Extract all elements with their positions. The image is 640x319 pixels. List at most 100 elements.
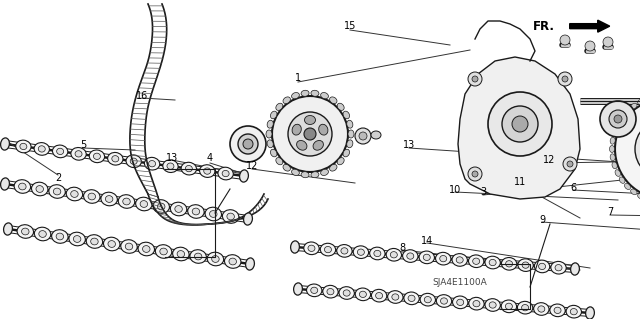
Circle shape bbox=[468, 72, 482, 86]
Circle shape bbox=[609, 110, 627, 128]
Ellipse shape bbox=[88, 193, 95, 200]
Ellipse shape bbox=[456, 257, 463, 263]
Text: 15: 15 bbox=[344, 21, 356, 31]
Ellipse shape bbox=[610, 154, 615, 161]
Ellipse shape bbox=[19, 183, 26, 190]
Ellipse shape bbox=[612, 129, 617, 136]
Ellipse shape bbox=[612, 162, 617, 169]
Ellipse shape bbox=[534, 303, 549, 315]
Text: 14: 14 bbox=[421, 236, 433, 246]
Circle shape bbox=[472, 76, 478, 82]
Ellipse shape bbox=[267, 140, 273, 148]
Ellipse shape bbox=[17, 225, 33, 238]
Ellipse shape bbox=[625, 183, 630, 189]
Ellipse shape bbox=[229, 258, 236, 265]
Ellipse shape bbox=[223, 210, 239, 223]
Ellipse shape bbox=[620, 177, 625, 183]
Ellipse shape bbox=[86, 235, 102, 248]
Ellipse shape bbox=[239, 170, 248, 182]
Ellipse shape bbox=[423, 254, 430, 261]
Ellipse shape bbox=[301, 172, 309, 178]
Circle shape bbox=[359, 132, 367, 140]
Ellipse shape bbox=[52, 145, 68, 158]
Ellipse shape bbox=[209, 211, 217, 217]
Ellipse shape bbox=[319, 124, 328, 135]
Ellipse shape bbox=[14, 180, 31, 193]
Polygon shape bbox=[458, 57, 580, 199]
Ellipse shape bbox=[452, 254, 467, 266]
Ellipse shape bbox=[420, 293, 435, 306]
Ellipse shape bbox=[473, 300, 480, 307]
Text: 13: 13 bbox=[166, 153, 178, 163]
Ellipse shape bbox=[108, 241, 115, 247]
Ellipse shape bbox=[140, 201, 148, 207]
Text: 1: 1 bbox=[295, 73, 301, 83]
Circle shape bbox=[502, 106, 538, 142]
Ellipse shape bbox=[327, 288, 334, 295]
Text: 7: 7 bbox=[607, 207, 613, 217]
Ellipse shape bbox=[244, 213, 252, 225]
Ellipse shape bbox=[517, 301, 533, 314]
Ellipse shape bbox=[227, 213, 234, 220]
Ellipse shape bbox=[307, 284, 322, 297]
Ellipse shape bbox=[170, 202, 187, 216]
Ellipse shape bbox=[106, 196, 113, 202]
Text: 2: 2 bbox=[55, 173, 61, 183]
Ellipse shape bbox=[506, 303, 513, 309]
Ellipse shape bbox=[630, 103, 637, 109]
Ellipse shape bbox=[1, 138, 10, 150]
Ellipse shape bbox=[126, 155, 141, 167]
Ellipse shape bbox=[360, 291, 366, 298]
Ellipse shape bbox=[304, 242, 319, 255]
Ellipse shape bbox=[305, 115, 316, 124]
Ellipse shape bbox=[506, 261, 513, 267]
Ellipse shape bbox=[337, 245, 352, 257]
Ellipse shape bbox=[485, 299, 500, 311]
Ellipse shape bbox=[39, 231, 46, 237]
Ellipse shape bbox=[66, 187, 83, 201]
Ellipse shape bbox=[353, 246, 369, 258]
Ellipse shape bbox=[283, 164, 291, 171]
Ellipse shape bbox=[320, 243, 335, 256]
Ellipse shape bbox=[104, 237, 120, 251]
Ellipse shape bbox=[538, 306, 545, 312]
Circle shape bbox=[243, 139, 253, 149]
Ellipse shape bbox=[308, 245, 315, 251]
Ellipse shape bbox=[175, 206, 182, 212]
Ellipse shape bbox=[321, 169, 328, 175]
Ellipse shape bbox=[292, 169, 300, 175]
Ellipse shape bbox=[38, 146, 45, 152]
Text: 3: 3 bbox=[480, 187, 486, 197]
Ellipse shape bbox=[157, 203, 165, 210]
Ellipse shape bbox=[615, 170, 621, 176]
Ellipse shape bbox=[276, 158, 283, 165]
Text: 16: 16 bbox=[136, 91, 148, 101]
Text: 13: 13 bbox=[403, 140, 415, 150]
Ellipse shape bbox=[267, 120, 273, 128]
Ellipse shape bbox=[153, 200, 170, 213]
Ellipse shape bbox=[370, 247, 385, 260]
Ellipse shape bbox=[348, 130, 354, 138]
Circle shape bbox=[488, 92, 552, 156]
Ellipse shape bbox=[324, 247, 332, 253]
Ellipse shape bbox=[386, 249, 401, 261]
Circle shape bbox=[615, 99, 640, 199]
Ellipse shape bbox=[53, 188, 61, 195]
Text: 12: 12 bbox=[543, 155, 555, 165]
Ellipse shape bbox=[473, 258, 479, 264]
Ellipse shape bbox=[620, 115, 625, 121]
Circle shape bbox=[288, 112, 332, 156]
Ellipse shape bbox=[637, 99, 640, 105]
Ellipse shape bbox=[339, 287, 355, 299]
Ellipse shape bbox=[609, 145, 614, 152]
Ellipse shape bbox=[330, 97, 337, 104]
Ellipse shape bbox=[16, 140, 31, 153]
Ellipse shape bbox=[571, 263, 579, 275]
Ellipse shape bbox=[337, 158, 344, 165]
Circle shape bbox=[603, 37, 613, 47]
Ellipse shape bbox=[91, 238, 98, 245]
Ellipse shape bbox=[121, 240, 137, 253]
Ellipse shape bbox=[291, 241, 300, 253]
Ellipse shape bbox=[311, 287, 317, 293]
Circle shape bbox=[230, 126, 266, 162]
